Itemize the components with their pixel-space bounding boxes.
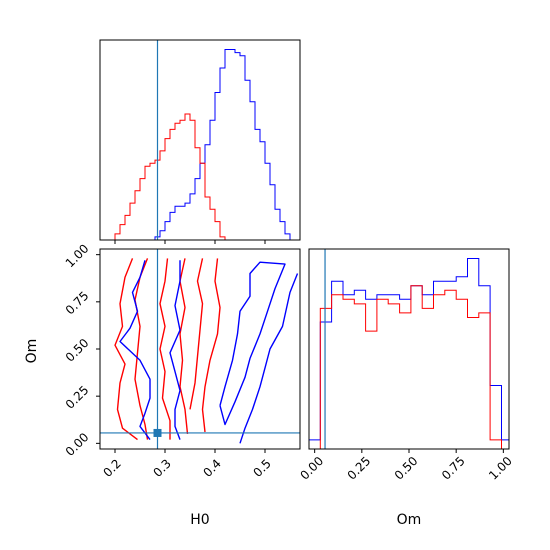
contour-red — [114, 258, 138, 441]
joint-x-tick-label: 0.5 — [250, 456, 273, 479]
x-axis-label-om: Om — [397, 512, 422, 528]
joint-contours — [114, 258, 299, 444]
joint-y-tick-label: 0.00 — [63, 430, 92, 459]
x-axis-label-h0: H0 — [190, 512, 209, 528]
truth-marker — [153, 428, 162, 437]
joint-x-tick-label: 0.2 — [100, 456, 123, 479]
joint-y-tick-label: 0.75 — [63, 289, 92, 318]
h0-om-contour-panel: 0.2 0.3 0.4 0.5 0.00 0.25 0.50 0.75 1.00 — [63, 241, 301, 480]
h0-histogram-panel — [99, 39, 301, 244]
contour-blue — [169, 260, 181, 440]
om-x-tick-label: 0.50 — [392, 454, 421, 483]
contour-blue — [119, 260, 151, 441]
joint-y-tick-label: 1.00 — [63, 241, 92, 270]
joint-y-tick-label: 0.25 — [63, 383, 92, 412]
contour-blue — [219, 261, 286, 426]
joint-y-tick-label: 0.50 — [63, 336, 92, 365]
om-x-tick-label: 0.00 — [297, 454, 326, 483]
contour-blue — [239, 273, 299, 444]
om-histogram-panel: 0.00 0.25 0.50 0.75 1.00 — [297, 248, 515, 483]
contour-red — [179, 258, 189, 434]
contour-red — [201, 258, 221, 433]
om-x-tick-label: 1.00 — [486, 454, 515, 483]
om-hist-blue-series — [308, 258, 510, 449]
y-axis-label-om: Om — [24, 339, 40, 364]
contour-red — [189, 258, 204, 410]
om-hist-red-series — [309, 285, 509, 450]
contour-red — [159, 258, 171, 440]
om-x-tick-label: 0.75 — [439, 454, 468, 483]
joint-x-tick-label: 0.3 — [150, 456, 173, 479]
joint-x-tick-label: 0.4 — [200, 456, 223, 479]
h0-panel-frame — [99, 39, 301, 241]
om-x-tick-label: 0.25 — [345, 454, 374, 483]
